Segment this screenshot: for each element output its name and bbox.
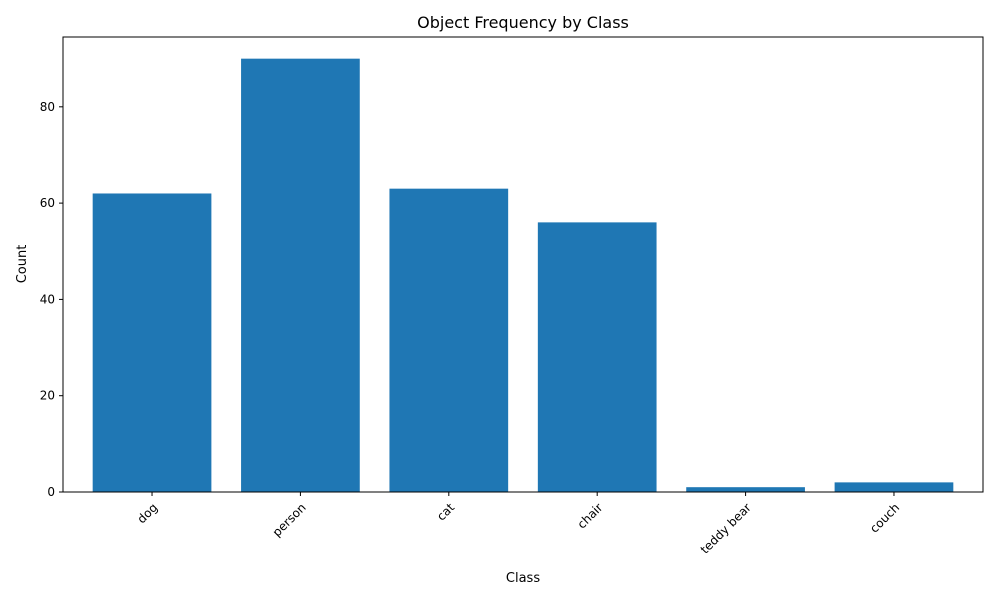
bar-dog (92, 193, 212, 492)
x-axis-label: Class (506, 571, 540, 586)
y-tick-label: 40 (40, 292, 55, 306)
y-axis-label: Count (15, 245, 30, 284)
plot-frame (62, 36, 984, 493)
bar-chair (537, 222, 657, 493)
bar-couch (834, 482, 954, 492)
y-tick-label: 80 (40, 100, 55, 114)
bar-teddy-bear (686, 487, 805, 492)
y-tick-label: 20 (40, 389, 55, 403)
bar-cat (389, 188, 509, 492)
y-tick-label: 60 (40, 196, 55, 210)
chart-title: Object Frequency by Class (417, 13, 629, 32)
bar-person (241, 58, 360, 493)
axes-layer (62, 36, 984, 493)
y-tick-label: 0 (47, 485, 55, 499)
bars-layer (92, 58, 954, 493)
